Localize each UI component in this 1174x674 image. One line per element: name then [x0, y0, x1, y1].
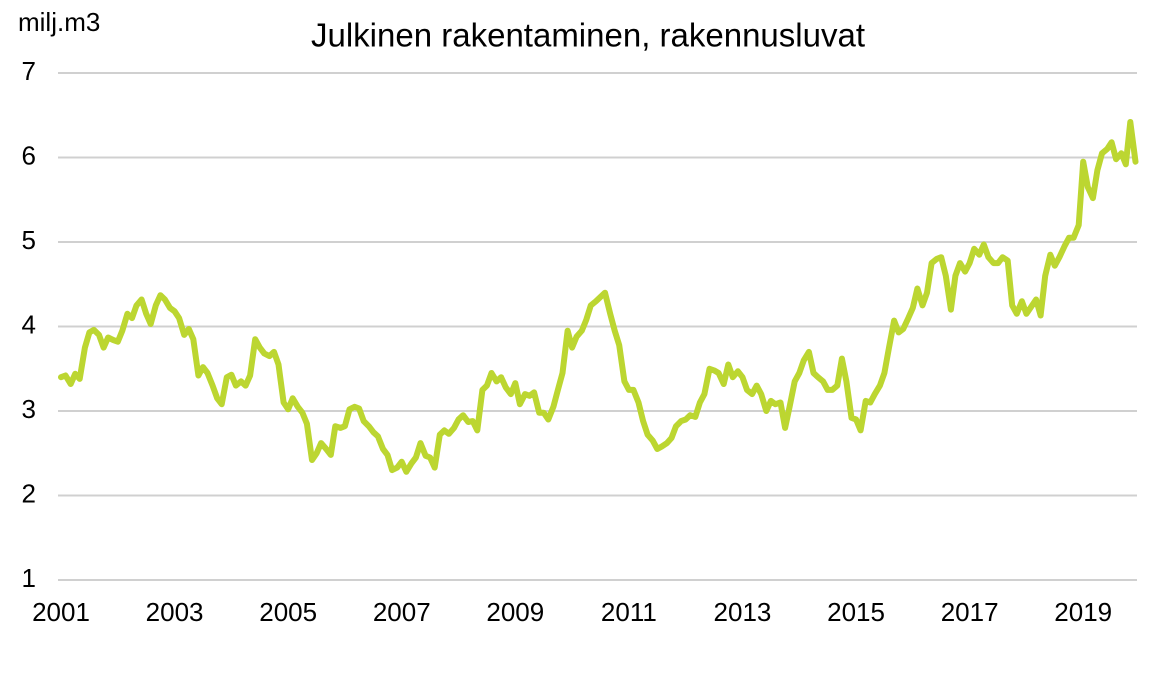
y-tick-label: 2: [22, 478, 36, 508]
chart-title: Julkinen rakentaminen, rakennusluvat: [311, 17, 865, 54]
y-tick-label: 3: [22, 394, 36, 424]
x-tick-label: 2017: [941, 597, 999, 627]
x-tick-label: 2005: [259, 597, 317, 627]
x-tick-label: 2019: [1054, 597, 1112, 627]
x-tick-label: 2001: [32, 597, 90, 627]
x-tick-label: 2011: [601, 597, 657, 627]
data-line: [58, 119, 1139, 475]
x-tick-label: 2013: [714, 597, 772, 627]
y-axis-label: milj.m3: [18, 7, 100, 37]
x-tick-label: 2009: [486, 597, 544, 627]
x-tick-label: 2007: [373, 597, 431, 627]
y-tick-label: 1: [22, 563, 36, 593]
x-tick-label: 2015: [827, 597, 885, 627]
y-tick-label: 5: [22, 225, 36, 255]
y-tick-label: 6: [22, 140, 36, 170]
y-tick-label: 4: [22, 309, 36, 339]
y-tick-label: 7: [22, 56, 36, 86]
x-tick-label: 2003: [146, 597, 204, 627]
